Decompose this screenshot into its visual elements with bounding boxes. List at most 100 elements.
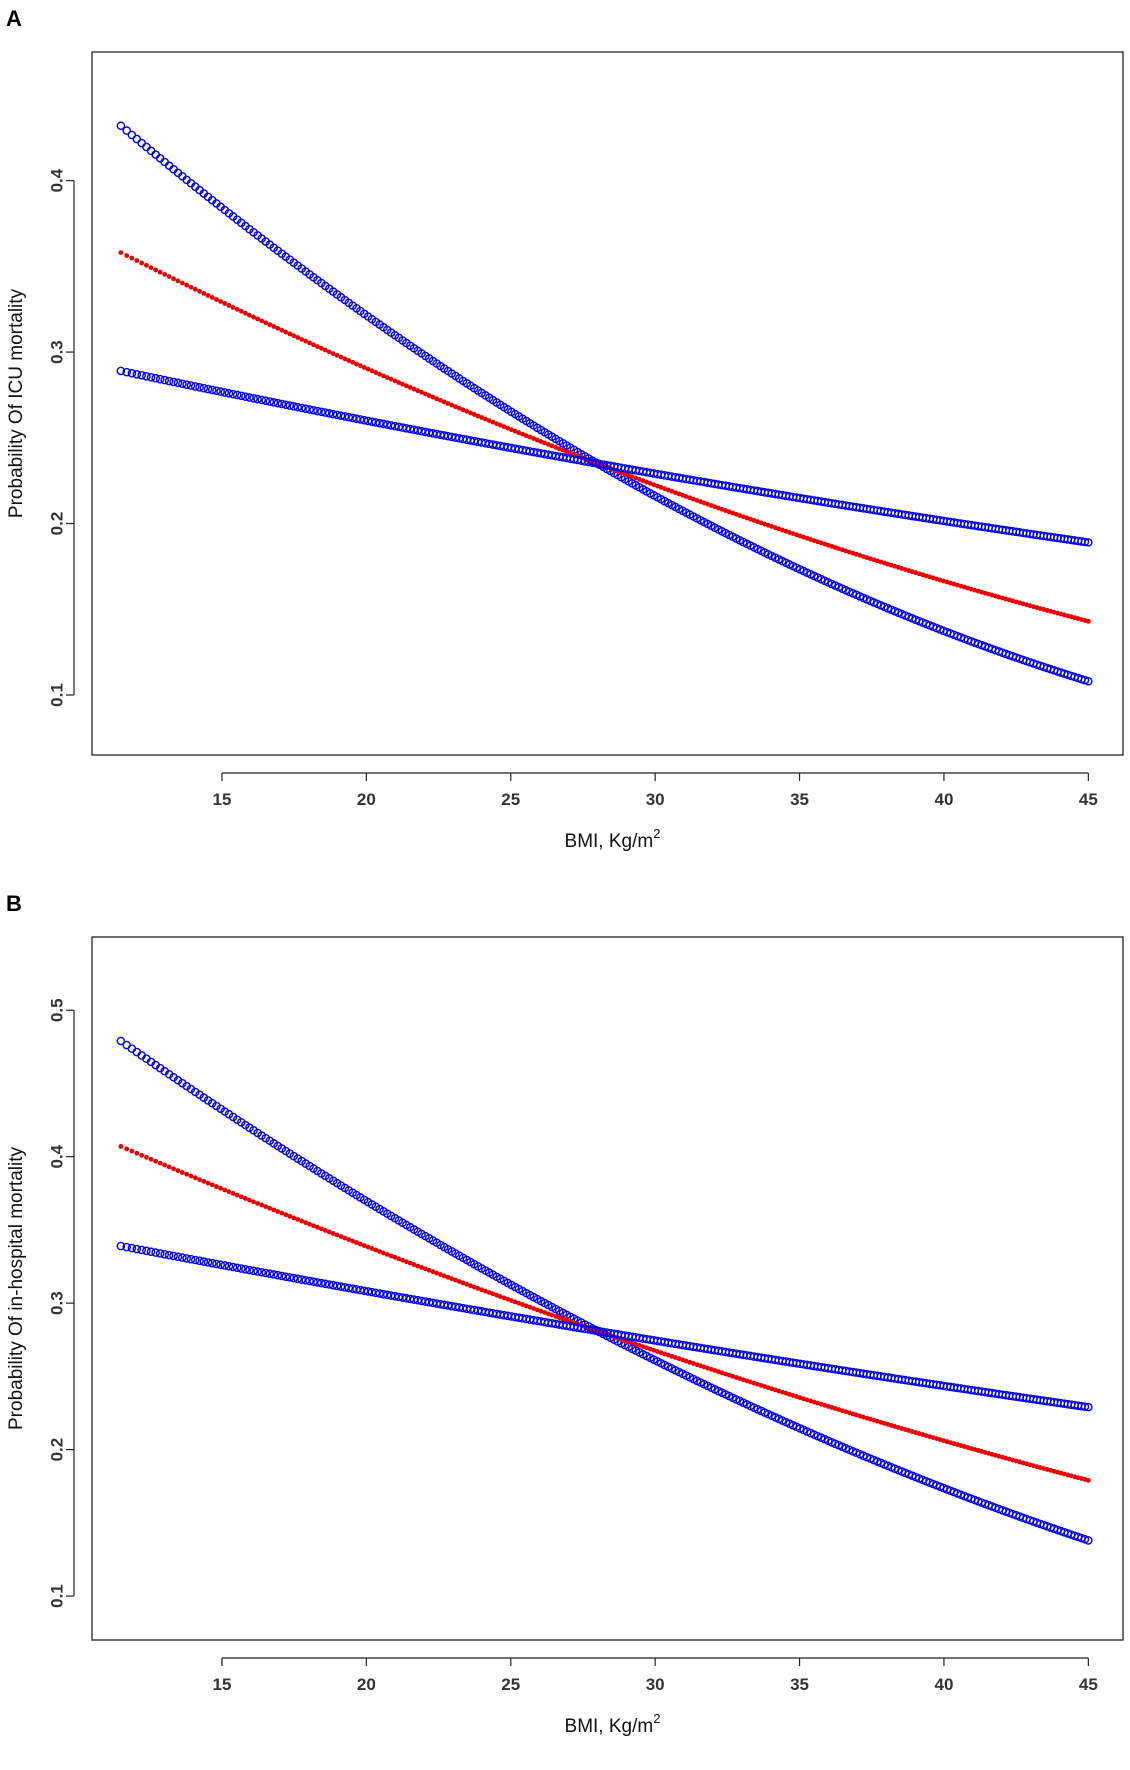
data-point bbox=[305, 405, 314, 414]
data-point bbox=[188, 284, 194, 290]
series-upper-ci bbox=[116, 1036, 1093, 1545]
data-point bbox=[132, 1244, 142, 1254]
data-point bbox=[350, 1238, 356, 1244]
data-point bbox=[212, 1259, 221, 1269]
data-point bbox=[299, 336, 305, 342]
data-point bbox=[501, 424, 507, 430]
data-point bbox=[209, 1182, 215, 1188]
data-point bbox=[359, 1286, 369, 1296]
data-point bbox=[379, 419, 388, 429]
data-point bbox=[190, 382, 200, 391]
data-point bbox=[291, 333, 297, 339]
data-point bbox=[226, 303, 232, 308]
data-point bbox=[342, 356, 348, 362]
x-tick-label: 30 bbox=[646, 1675, 665, 1694]
data-point bbox=[523, 1303, 529, 1309]
data-point bbox=[516, 1300, 522, 1306]
data-point bbox=[567, 450, 573, 456]
data-point bbox=[407, 1260, 413, 1266]
data-point bbox=[346, 358, 352, 363]
data-point bbox=[356, 415, 365, 424]
data-point bbox=[464, 408, 470, 414]
x-tick-label: 40 bbox=[934, 1675, 953, 1694]
data-point bbox=[658, 1350, 664, 1356]
data-point bbox=[118, 250, 124, 256]
data-point bbox=[245, 393, 254, 402]
data-point bbox=[350, 359, 356, 365]
data-point bbox=[311, 342, 316, 348]
data-point bbox=[157, 269, 163, 275]
data-point bbox=[192, 1175, 198, 1181]
data-point bbox=[651, 1347, 657, 1353]
data-point bbox=[129, 1148, 135, 1154]
data-point bbox=[381, 1250, 386, 1256]
data-point bbox=[267, 1205, 273, 1211]
data-point bbox=[483, 1288, 488, 1294]
data-point bbox=[490, 1291, 496, 1297]
series-lower-ci bbox=[116, 1241, 1093, 1412]
data-point bbox=[361, 365, 367, 370]
data-point bbox=[367, 1287, 377, 1297]
data-point bbox=[430, 394, 436, 400]
data-point bbox=[209, 295, 215, 300]
data-point bbox=[367, 417, 377, 426]
data-point bbox=[505, 425, 511, 431]
data-point bbox=[281, 1272, 291, 1281]
panel-a: A 15 20 25 30 35 40 45 0.1 0.2 0.3 0.4 BMI, Kg/m2 Pr… bbox=[6, 6, 1124, 852]
data-point bbox=[407, 385, 413, 390]
panel-label: A bbox=[6, 6, 22, 31]
data-point bbox=[289, 1273, 299, 1283]
data-point bbox=[116, 121, 126, 131]
data-point bbox=[247, 1197, 252, 1203]
data-point bbox=[637, 476, 642, 482]
data-point bbox=[1085, 618, 1091, 624]
data-point bbox=[153, 267, 159, 273]
data-point bbox=[265, 1269, 275, 1279]
data-point bbox=[658, 484, 664, 490]
data-point bbox=[222, 301, 228, 306]
data-point bbox=[271, 1207, 277, 1213]
data-point bbox=[301, 404, 310, 414]
data-point bbox=[205, 293, 211, 298]
data-point bbox=[319, 345, 324, 351]
x-tick-label: 40 bbox=[934, 790, 953, 809]
data-point bbox=[169, 377, 178, 387]
data-point bbox=[218, 299, 224, 304]
data-point bbox=[241, 1264, 250, 1274]
data-point bbox=[520, 1302, 525, 1307]
data-point bbox=[471, 412, 477, 417]
data-point bbox=[520, 431, 525, 437]
data-point bbox=[144, 1154, 149, 1160]
data-point bbox=[509, 1298, 514, 1303]
data-point bbox=[205, 1180, 211, 1186]
data-point bbox=[344, 1283, 354, 1293]
data-point bbox=[285, 401, 295, 410]
data-point bbox=[291, 1215, 297, 1221]
data-point bbox=[224, 389, 234, 398]
data-point bbox=[464, 1281, 470, 1287]
data-point bbox=[369, 1246, 375, 1251]
data-point bbox=[269, 1270, 279, 1279]
data-point bbox=[354, 361, 359, 367]
data-point bbox=[186, 381, 196, 390]
y-axis-title: Probability Of ICU mortality bbox=[6, 288, 27, 518]
data-point bbox=[171, 1166, 176, 1172]
data-point bbox=[118, 1144, 124, 1149]
data-point bbox=[279, 1210, 285, 1216]
data-point bbox=[361, 1243, 367, 1248]
data-point bbox=[164, 376, 174, 386]
data-point bbox=[166, 274, 172, 279]
data-point bbox=[330, 351, 336, 356]
data-point bbox=[373, 370, 379, 375]
data-point bbox=[230, 1190, 236, 1196]
data-point bbox=[251, 314, 256, 320]
x-tick-label: 15 bbox=[212, 1675, 231, 1694]
data-point bbox=[411, 1262, 417, 1267]
data-point bbox=[309, 405, 318, 415]
data-point bbox=[287, 1213, 293, 1219]
data-point bbox=[203, 384, 213, 394]
data-point bbox=[1084, 538, 1093, 547]
x-tick-label: 20 bbox=[357, 790, 376, 809]
data-point bbox=[173, 378, 183, 388]
data-point bbox=[326, 349, 332, 355]
